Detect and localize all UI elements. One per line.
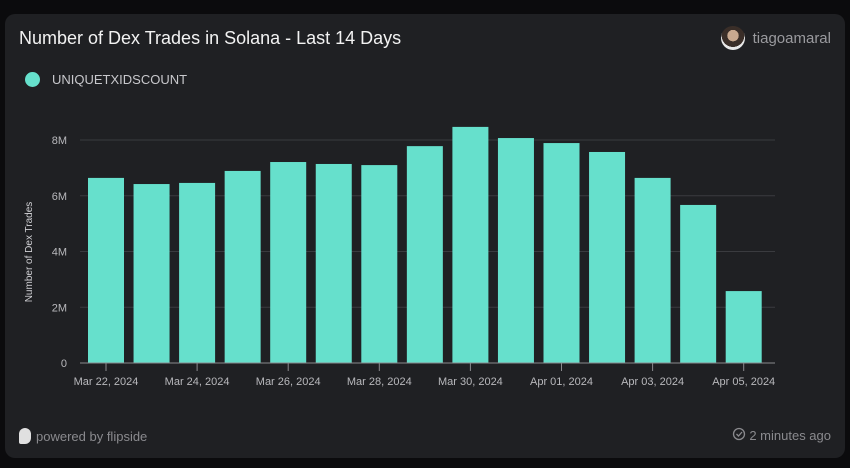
x-tick-label: Mar 24, 2024 (165, 376, 230, 388)
avatar (720, 26, 745, 50)
y-axis-label: Number of Dex Trades (24, 202, 35, 303)
legend-swatch (25, 72, 40, 87)
bar[interactable] (497, 138, 534, 363)
bar[interactable] (270, 162, 307, 363)
legend[interactable]: UNIQUETXIDSCOUNT (25, 72, 187, 87)
bar[interactable] (361, 165, 398, 363)
updated-text: 2 minutes ago (749, 428, 831, 443)
author[interactable]: tiagoamaral (720, 26, 831, 50)
chart-title: Number of Dex Trades in Solana - Last 14… (19, 28, 402, 48)
bar[interactable] (315, 163, 352, 363)
bar[interactable] (589, 151, 626, 363)
y-tick-label: 6M (52, 191, 67, 203)
flipside-logo-icon (19, 428, 31, 444)
x-tick-label: Mar 22, 2024 (74, 376, 139, 388)
bar[interactable] (725, 291, 762, 363)
y-tick-label: 4M (52, 247, 67, 259)
username: tiagoamaral (752, 29, 831, 47)
bar[interactable] (406, 146, 443, 363)
bar[interactable] (680, 204, 717, 363)
x-tick-label: Mar 26, 2024 (256, 376, 321, 388)
x-tick-label: Apr 01, 2024 (530, 376, 593, 388)
y-tick-label: 2M (52, 302, 67, 314)
x-tick-label: Mar 28, 2024 (347, 376, 412, 388)
x-tick-label: Apr 03, 2024 (621, 376, 684, 388)
powered-by[interactable]: powered by flipside (19, 428, 147, 444)
last-updated: 2 minutes ago (732, 427, 831, 444)
legend-label: UNIQUETXIDSCOUNT (52, 72, 188, 87)
powered-by-text: powered by flipside (36, 428, 148, 444)
x-tick-label: Mar 30, 2024 (438, 376, 503, 388)
check-circle-icon (732, 427, 746, 444)
y-tick-label: 0 (61, 358, 67, 370)
bar[interactable] (179, 182, 216, 363)
bar[interactable] (88, 177, 124, 363)
bar[interactable] (133, 184, 170, 363)
bar[interactable] (634, 177, 671, 363)
bar[interactable] (543, 143, 580, 363)
y-tick-label: 8M (52, 135, 67, 147)
x-tick-label: Apr 05, 2024 (712, 376, 775, 388)
bar[interactable] (224, 170, 261, 363)
bar[interactable] (452, 126, 489, 364)
